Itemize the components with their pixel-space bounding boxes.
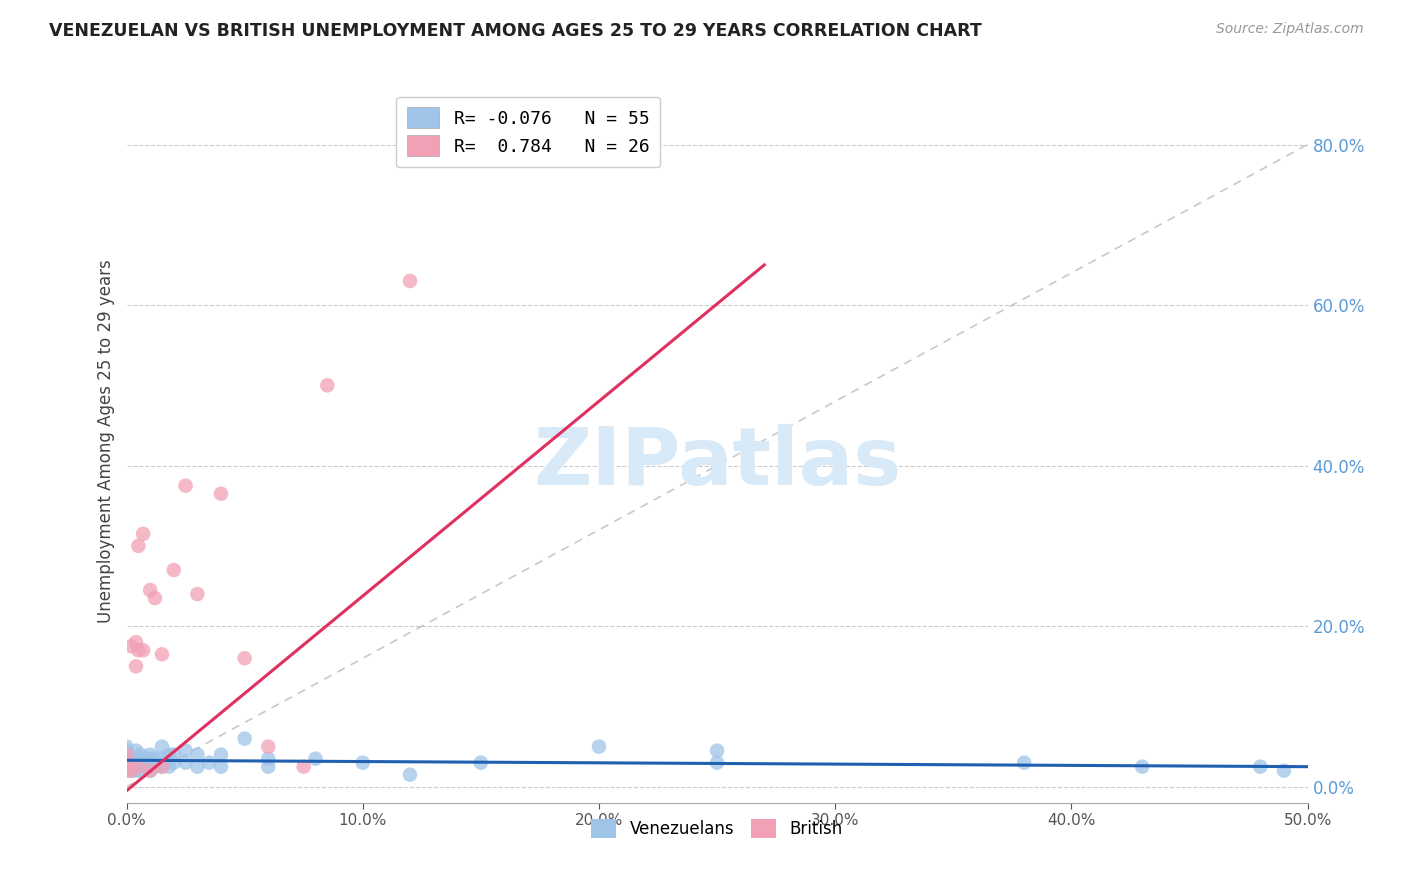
Point [157,747,180,762]
Point [143,591,166,606]
Point [706,756,728,770]
Point [157,760,180,774]
Point [115,764,138,778]
Text: VENEZUELAN VS BRITISH UNEMPLOYMENT AMONG AGES 25 TO 29 YEARS CORRELATION CHART: VENEZUELAN VS BRITISH UNEMPLOYMENT AMONG… [49,22,981,40]
Point [399,274,422,288]
Point [209,760,232,774]
Point [1272,764,1295,778]
Point [125,744,148,758]
Point [127,760,149,774]
Point [470,756,492,770]
Point [125,751,148,765]
Point [115,756,138,770]
Point [139,764,162,778]
Point [352,756,374,770]
Point [150,739,173,754]
Point [174,744,197,758]
Point [139,764,162,778]
Point [257,751,280,765]
Point [139,747,162,762]
Point [115,747,138,762]
Point [292,760,315,774]
Point [125,764,148,778]
Point [257,760,280,774]
Point [125,756,148,770]
Point [706,744,728,758]
Point [150,760,173,774]
Point [139,583,162,598]
Point [304,751,326,765]
Point [209,747,232,762]
Point [120,639,142,653]
Point [316,378,339,392]
Point [233,731,256,746]
Point [1012,756,1035,770]
Point [120,751,142,765]
Point [115,751,138,765]
Point [139,760,162,774]
Point [186,760,208,774]
Point [120,764,142,778]
Point [233,651,256,665]
Point [1130,760,1153,774]
Point [125,659,148,673]
Point [127,643,149,657]
Point [120,764,142,778]
Point [150,751,173,765]
Y-axis label: Unemployment Among Ages 25 to 29 years: Unemployment Among Ages 25 to 29 years [97,260,115,624]
Point [174,756,197,770]
Point [129,764,152,778]
Point [143,760,166,774]
Legend: Venezuelans, British: Venezuelans, British [585,813,849,845]
Point [150,648,173,662]
Point [143,751,166,765]
Point [588,739,610,754]
Point [120,756,142,770]
Point [163,756,186,770]
Point [209,487,232,501]
Point [115,747,138,762]
Point [198,756,221,770]
Point [129,747,152,762]
Point [134,756,156,770]
Point [132,643,155,657]
Point [174,478,197,492]
Point [139,751,162,765]
Text: Source: ZipAtlas.com: Source: ZipAtlas.com [1216,22,1364,37]
Point [125,760,148,774]
Text: ZIPatlas: ZIPatlas [533,425,901,502]
Point [257,739,280,754]
Point [134,760,156,774]
Point [132,526,155,541]
Point [115,764,138,778]
Point [163,563,186,577]
Point [186,587,208,601]
Point [115,756,138,770]
Point [1249,760,1271,774]
Point [163,747,186,762]
Point [186,747,208,762]
Point [115,739,138,754]
Point [134,751,156,765]
Point [129,756,152,770]
Point [125,635,148,649]
Point [150,760,173,774]
Point [120,760,142,774]
Point [115,744,138,758]
Point [115,760,138,774]
Point [127,539,149,553]
Point [399,767,422,781]
